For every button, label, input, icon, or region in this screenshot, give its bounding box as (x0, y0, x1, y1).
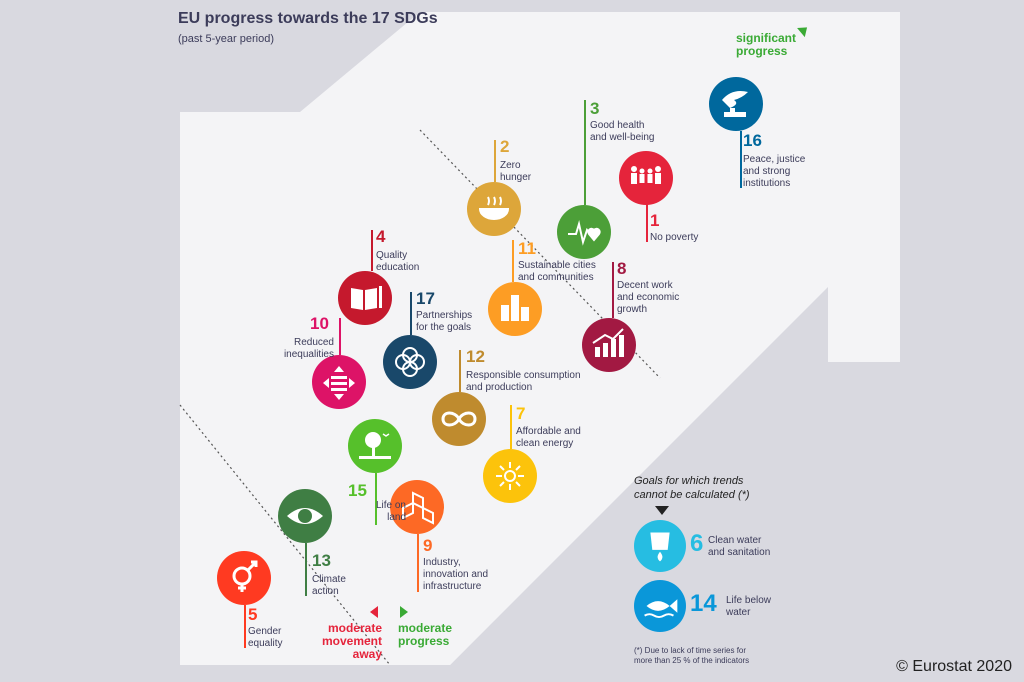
goal-13-connector (305, 543, 307, 596)
goal-14-label: Life below water (726, 595, 772, 618)
goal-6-label: Clean water and sanitation (708, 535, 771, 558)
goal-10-icon (312, 355, 366, 409)
goal-7-number: 7 (516, 404, 526, 423)
copyright: © Eurostat 2020 (896, 658, 1012, 675)
divider-away (179, 404, 391, 666)
goal-13-label: Climate action (312, 574, 346, 597)
goal-11-connector (512, 240, 514, 282)
goal-8-label: Decent work and economic growth (617, 280, 680, 315)
goal-1-connector (646, 204, 648, 242)
goal-3-icon (557, 205, 611, 259)
goal-1-icon (619, 151, 673, 205)
goal-9-connector (417, 534, 419, 592)
goal-8-icon (582, 318, 636, 372)
goal-3-number: 3 (590, 99, 600, 118)
goal-13-number: 13 (312, 551, 331, 570)
zone-moderate-away-label: moderate movement away (321, 621, 382, 661)
goal-5-icon (217, 551, 271, 605)
goal-4-connector (371, 230, 373, 271)
away-arrow-icon (370, 606, 378, 618)
goal-5-label: Gender equality (248, 626, 283, 649)
goal-5-connector (244, 605, 246, 648)
footnote: (*) Due to lack of time series for more … (634, 646, 750, 665)
goal-12-connector (459, 350, 461, 392)
goal-3-label: Good health and well-being (590, 120, 655, 143)
goal-6-number: 6 (690, 530, 704, 557)
goal-2-connector (494, 140, 496, 182)
page-title: EU progress towards the 17 SDGs (178, 10, 438, 27)
goal-14-icon (634, 580, 686, 632)
goal-10-connector (339, 318, 341, 355)
goal-2-label: Zero hunger (500, 160, 532, 183)
goal-4-number: 4 (376, 227, 386, 246)
goal-1-label: No poverty (650, 232, 699, 243)
goal-12-number: 12 (466, 347, 485, 366)
goal-16-number: 16 (743, 131, 762, 150)
goal-17-number: 17 (416, 289, 435, 308)
zone-moderate-progress-label: moderate progress (398, 621, 453, 648)
goal-5-number: 5 (248, 605, 258, 624)
goal-14-number: 14 (690, 590, 717, 617)
progress-arrow-icon (400, 606, 408, 618)
goal-1-number: 1 (650, 211, 660, 230)
goal-11-icon (488, 282, 542, 336)
goal-15-connector (375, 473, 377, 525)
goal-2-icon (467, 182, 521, 236)
goal-16-connector (740, 131, 742, 188)
goal-8-number: 8 (617, 259, 627, 278)
goal-7-label: Affordable and clean energy (516, 426, 581, 449)
significant-arrow-icon (797, 27, 808, 38)
goal-13-icon (278, 489, 332, 543)
goal-15-number: 15 (348, 481, 367, 500)
goal-7-icon (483, 449, 537, 503)
goal-12-label: Responsible consumption and production (466, 370, 581, 393)
goal-6-icon (634, 520, 686, 572)
zone-significant-label: significant progress (736, 31, 797, 58)
goal-7-connector (510, 405, 512, 449)
goal-10-number: 10 (310, 314, 329, 333)
goal-9-icon (390, 480, 444, 534)
goal-16-label: Peace, justice and strong institutions (743, 154, 806, 189)
page-subtitle: (past 5-year period) (178, 33, 274, 45)
goal-12-icon (432, 392, 486, 446)
goal-15-icon (348, 419, 402, 473)
goal-17-connector (410, 292, 412, 335)
goal-16-icon (709, 77, 763, 131)
goal-10-label: Reduced inequalities (283, 337, 334, 360)
goal-3-connector (584, 100, 586, 205)
goal-4-icon (338, 271, 392, 325)
goal-11-label: Sustainable cities and communities (518, 260, 596, 283)
goal-17-label: Partnerships for the goals (416, 310, 473, 333)
goal-11-number: 11 (518, 239, 536, 258)
goal-8-connector (612, 262, 614, 318)
goal-9-number: 9 (423, 536, 433, 555)
goal-2-number: 2 (500, 137, 510, 156)
no-trend-title: Goals for which trends cannot be calcula… (634, 475, 750, 501)
down-triangle-icon (655, 506, 669, 515)
goal-15-label: Life on land (375, 500, 406, 523)
goal-4-label: Quality education (376, 250, 420, 273)
goal-9-label: Industry, innovation and infrastructure (423, 557, 489, 592)
goal-17-icon (383, 335, 437, 389)
